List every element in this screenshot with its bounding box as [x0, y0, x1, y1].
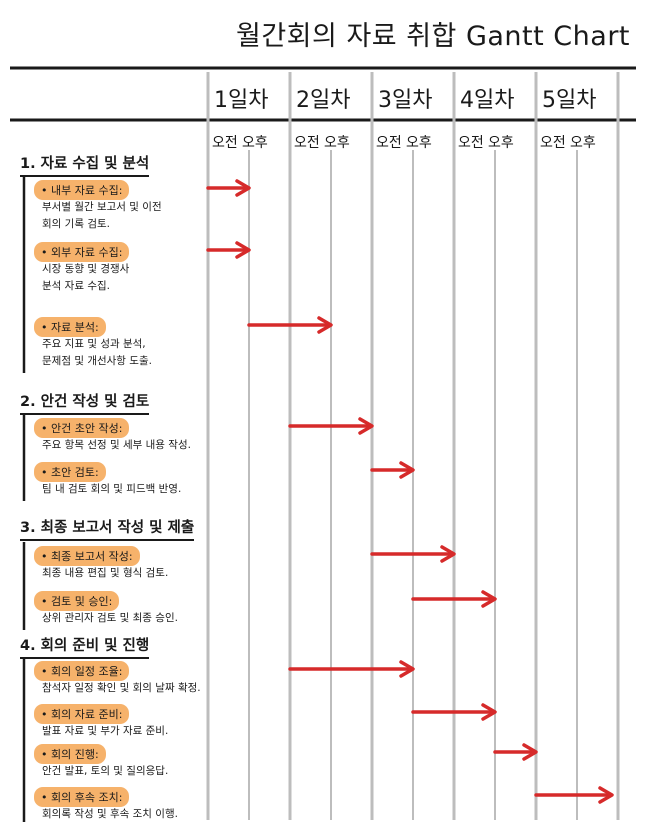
- period-header: 오전: [540, 135, 566, 151]
- task-description: 최종 내용 편집 및 형식 검토.: [42, 567, 169, 579]
- task-title: 회의 일정 조율:: [34, 661, 130, 681]
- task-description: 문제점 및 개선사항 도출.: [42, 355, 152, 367]
- period-header: 오후: [570, 135, 596, 151]
- task-arrow-head: [235, 241, 251, 259]
- task-arrow-head: [440, 545, 456, 563]
- task-arrow-head: [399, 660, 415, 678]
- task-description: 분석 자료 수집.: [42, 280, 110, 292]
- period-header: 오후: [324, 135, 350, 151]
- day-header: 4일차: [460, 88, 515, 113]
- task-description: 주요 항목 선정 및 세부 내용 작성.: [42, 439, 191, 451]
- task-description: 부서별 월간 보고서 및 이전: [42, 201, 162, 213]
- task-description: 주요 지표 및 성과 분석,: [42, 338, 146, 350]
- task-title: 안건 초안 작성:: [34, 418, 130, 438]
- task-title: 내부 자료 수집:: [34, 180, 130, 200]
- task-arrow-head: [358, 417, 374, 435]
- task-description: 시장 동향 및 경쟁사: [42, 263, 130, 275]
- period-header: 오전: [376, 135, 402, 151]
- period-header: 오전: [294, 135, 320, 151]
- task-arrow-head: [399, 461, 415, 479]
- task-arrow-head: [481, 703, 497, 721]
- section-title: 3. 최종 보고서 작성 및 제출: [20, 516, 195, 541]
- period-header: 오전: [212, 135, 238, 151]
- period-header: 오후: [406, 135, 432, 151]
- section-title: 1. 자료 수집 및 분석: [20, 152, 150, 177]
- task-title: 외부 자료 수집:: [34, 242, 130, 262]
- task-description: 회의 기록 검토.: [42, 218, 110, 230]
- task-arrow-head: [317, 316, 333, 334]
- task-title: 최종 보고서 작성:: [34, 546, 140, 566]
- task-title: 회의 진행:: [34, 744, 106, 764]
- task-title: 초안 검토:: [34, 462, 106, 482]
- task-description: 발표 자료 및 부가 자료 준비.: [42, 725, 169, 737]
- period-header: 오후: [488, 135, 514, 151]
- section-title: 2. 안건 작성 및 검토: [20, 390, 150, 415]
- section-title: 4. 회의 준비 및 진행: [20, 634, 150, 659]
- day-header: 2일차: [296, 88, 351, 113]
- chart-title: 월간회의 자료 취합 Gantt Chart: [236, 21, 630, 52]
- task-description: 참석자 일정 확인 및 회의 날짜 확정.: [42, 682, 201, 694]
- task-title: 검토 및 승인:: [34, 591, 120, 611]
- day-header: 1일차: [214, 88, 269, 113]
- task-description: 상위 관리자 검토 및 최종 승인.: [42, 612, 178, 624]
- task-title: 회의 자료 준비:: [34, 704, 130, 724]
- task-arrow-head: [598, 786, 614, 804]
- task-title: 자료 분석:: [34, 317, 106, 337]
- period-header: 오전: [458, 135, 484, 151]
- task-description: 팀 내 검토 회의 및 피드백 반영.: [42, 483, 182, 495]
- task-arrow-head: [522, 743, 538, 761]
- task-title: 회의 후속 조치:: [34, 787, 130, 807]
- task-arrow-head: [235, 179, 251, 197]
- task-description: 안건 발표, 토의 및 질의응답.: [42, 765, 169, 777]
- period-header: 오후: [242, 135, 268, 151]
- task-arrow-head: [481, 590, 497, 608]
- task-description: 회의록 작성 및 후속 조치 이행.: [42, 808, 178, 820]
- day-header: 5일차: [542, 88, 597, 113]
- day-header: 3일차: [378, 88, 433, 113]
